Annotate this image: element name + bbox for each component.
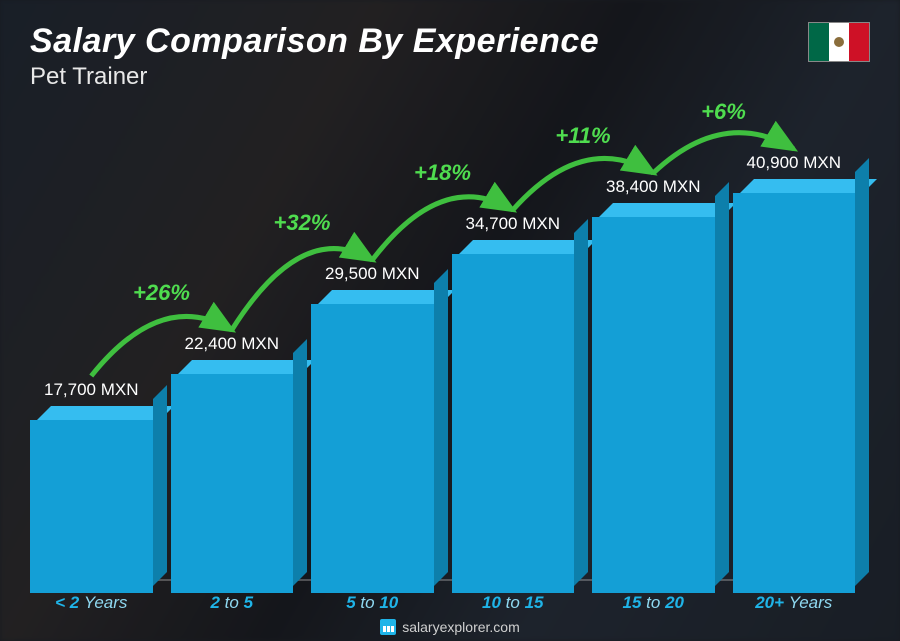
bar-front-face <box>592 217 715 593</box>
flag-stripe-white <box>829 23 849 61</box>
bar-slot: 38,400 MXN <box>592 177 715 579</box>
page-subtitle: Pet Trainer <box>30 63 870 91</box>
bar-side-face <box>293 339 307 586</box>
bar-front-face <box>30 420 153 593</box>
bar-side-face <box>715 182 729 586</box>
bar-value-label: 34,700 MXN <box>466 214 561 234</box>
bar-slot: 34,700 MXN <box>452 214 575 579</box>
bar <box>733 179 856 579</box>
bar-side-face <box>574 219 588 586</box>
footer: salaryexplorer.com <box>0 619 900 635</box>
bar-value-label: 17,700 MXN <box>44 380 139 400</box>
footer-text: salaryexplorer.com <box>402 619 520 635</box>
x-axis-label: 15 to 20 <box>592 593 715 613</box>
bar-value-label: 29,500 MXN <box>325 264 420 284</box>
bar-front-face <box>452 254 575 593</box>
bar-front-face <box>311 304 434 593</box>
x-axis-labels: < 2 Years 2 to 5 5 to 10 10 to 15 15 to 20 20… <box>30 593 855 613</box>
x-axis-label: 5 to 10 <box>311 593 434 613</box>
x-axis-label: 10 to 15 <box>452 593 575 613</box>
bar <box>592 203 715 579</box>
bar-slot: 29,500 MXN <box>311 264 434 579</box>
bar <box>30 406 153 579</box>
bar-slot: 22,400 MXN <box>171 334 294 579</box>
bar-side-face <box>153 385 167 586</box>
bar-value-label: 40,900 MXN <box>747 153 842 173</box>
bar-side-face <box>434 269 448 586</box>
bar-side-face <box>855 158 869 586</box>
country-flag <box>808 22 870 62</box>
bar-front-face <box>733 193 856 593</box>
flag-stripe-red <box>849 23 869 61</box>
bar <box>311 290 434 579</box>
content-area: Salary Comparison By Experience Pet Trai… <box>0 0 900 641</box>
x-axis-label: 20+ Years <box>733 593 856 613</box>
bar-front-face <box>171 374 294 593</box>
page-title: Salary Comparison By Experience <box>30 22 870 61</box>
bar <box>171 360 294 579</box>
flag-stripe-green <box>809 23 829 61</box>
logo-icon <box>380 619 396 635</box>
bar-value-label: 22,400 MXN <box>185 334 280 354</box>
bar-slot: 17,700 MXN <box>30 380 153 579</box>
bar-slot: 40,900 MXN <box>733 153 856 579</box>
salary-bar-chart: 17,700 MXN 22,400 MXN 29,500 MXN 34,700 … <box>30 111 855 581</box>
x-axis-label: 2 to 5 <box>171 593 294 613</box>
x-axis-label: < 2 Years <box>30 593 153 613</box>
bar-value-label: 38,400 MXN <box>606 177 701 197</box>
bar <box>452 240 575 579</box>
